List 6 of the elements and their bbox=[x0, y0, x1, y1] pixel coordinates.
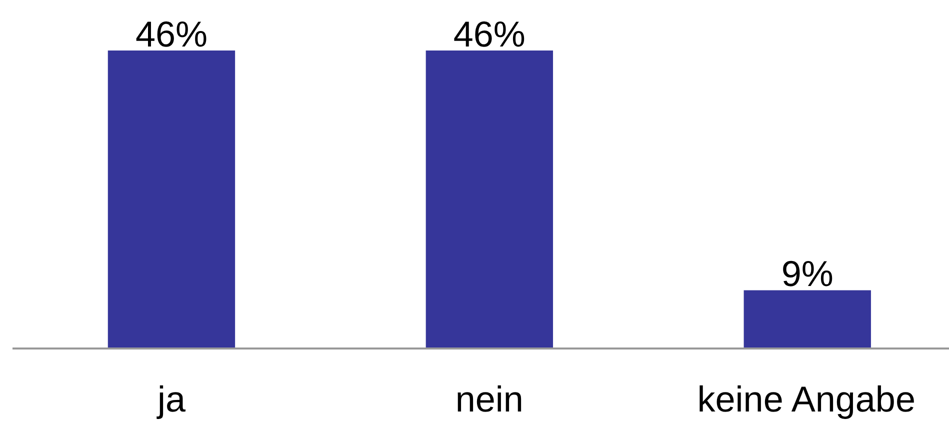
data-label: 9% bbox=[781, 253, 834, 294]
data-label: 46% bbox=[453, 14, 526, 54]
x-tick-label: nein bbox=[455, 378, 524, 420]
x-tick-label: ja bbox=[156, 378, 186, 420]
x-tick-label: keine Angabe bbox=[697, 378, 916, 420]
data-label: 46% bbox=[135, 14, 208, 54]
